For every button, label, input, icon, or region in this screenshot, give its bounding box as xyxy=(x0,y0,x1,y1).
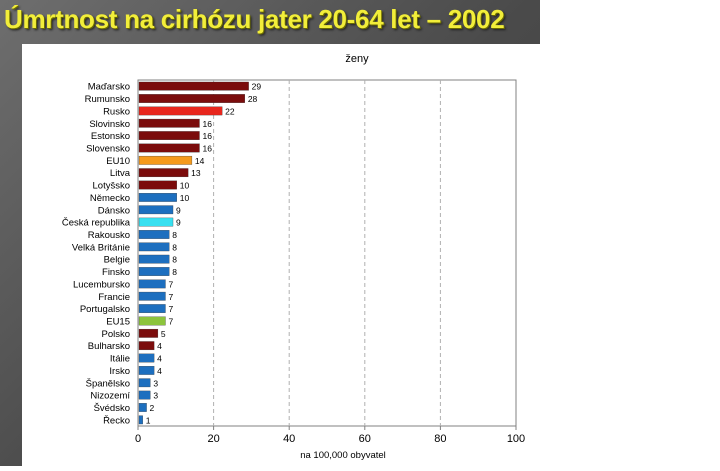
category-label: Portugalsko xyxy=(80,304,130,315)
data-label: 3 xyxy=(153,391,158,401)
bar xyxy=(138,403,147,412)
data-label: 4 xyxy=(157,354,162,364)
bar xyxy=(138,180,177,190)
category-label: Nizozemí xyxy=(90,391,130,402)
bar xyxy=(138,168,189,178)
slide-title: Úmrtnost na cirhózu jater 20-64 let – 20… xyxy=(4,4,505,34)
data-label: 5 xyxy=(161,329,166,339)
category-label: EU15 xyxy=(106,316,130,327)
data-label: 4 xyxy=(157,341,162,351)
bar xyxy=(138,94,245,103)
category-label: Rakousko xyxy=(88,230,130,241)
category-label: Lucembursko xyxy=(73,279,130,290)
plot-frame xyxy=(137,79,517,427)
category-label: Itálie xyxy=(110,354,130,365)
chart-title: ženy xyxy=(345,53,369,65)
bar xyxy=(138,291,166,301)
category-label: Slovinsko xyxy=(89,119,130,130)
bar xyxy=(138,390,151,400)
data-label: 7 xyxy=(168,279,173,289)
x-tick-label: 60 xyxy=(359,433,371,445)
bar xyxy=(138,328,159,338)
data-label: 8 xyxy=(172,267,177,277)
bar xyxy=(138,378,151,388)
bar xyxy=(138,242,170,252)
data-label: 16 xyxy=(202,143,212,153)
bar xyxy=(138,155,193,165)
bar xyxy=(138,267,170,276)
data-label: 22 xyxy=(225,106,235,116)
category-label: Finsko xyxy=(102,267,130,278)
category-label: Litva xyxy=(110,168,131,179)
category-label: Bulharsko xyxy=(88,341,130,352)
category-label: Maďarsko xyxy=(88,82,130,93)
category-label: Rumunsko xyxy=(85,94,130,105)
data-label: 3 xyxy=(153,378,158,388)
chart-area: ženy 0 20 40 60 80 100 Maďarsko 29 Rumunsko 28 Rusk… xyxy=(22,44,540,466)
category-label: Lotyšsko xyxy=(93,181,131,192)
data-label: 8 xyxy=(172,230,177,240)
data-label: 28 xyxy=(248,94,258,104)
x-tick-label: 0 xyxy=(135,433,141,445)
category-label: EU10 xyxy=(106,156,130,167)
bar xyxy=(138,118,200,128)
data-label: 16 xyxy=(202,119,212,129)
bar xyxy=(138,205,174,215)
slide-right-panel xyxy=(540,0,720,466)
category-label: Velká Británie xyxy=(72,242,130,253)
x-tick-label: 80 xyxy=(434,433,446,445)
data-label: 10 xyxy=(180,193,190,203)
data-label: 10 xyxy=(180,181,190,191)
data-label: 13 xyxy=(191,168,201,178)
category-label: Belgie xyxy=(104,255,130,266)
bar xyxy=(138,353,155,363)
bar xyxy=(138,304,166,313)
bar xyxy=(138,81,249,91)
category-label: Polsko xyxy=(101,329,130,340)
bar xyxy=(138,217,174,227)
data-label: 9 xyxy=(176,218,181,228)
category-label: Španělsko xyxy=(86,378,130,389)
category-label: Řecko xyxy=(103,415,130,426)
bar xyxy=(138,193,177,202)
category-label: Irsko xyxy=(109,366,130,377)
data-label: 9 xyxy=(176,205,181,215)
data-label: 29 xyxy=(252,82,262,92)
bar xyxy=(138,415,143,425)
data-label: 14 xyxy=(195,156,205,166)
data-label: 8 xyxy=(172,255,177,265)
bar xyxy=(138,341,155,351)
bar xyxy=(138,316,166,326)
data-label: 1 xyxy=(146,415,151,425)
data-label: 16 xyxy=(202,131,212,141)
category-label: Estonsko xyxy=(91,131,130,142)
bar xyxy=(138,254,170,264)
category-label: Švédsko xyxy=(94,403,130,414)
data-label: 2 xyxy=(150,403,155,413)
bar xyxy=(138,131,200,140)
category-label: Slovensko xyxy=(86,143,130,154)
x-axis-label: na 100,000 obyvatel xyxy=(300,450,386,461)
bar xyxy=(138,106,223,116)
x-tick-label: 100 xyxy=(507,433,525,445)
bar xyxy=(138,279,166,289)
bar xyxy=(138,230,170,239)
data-label: 7 xyxy=(168,292,173,302)
data-label: 7 xyxy=(168,316,173,326)
category-label: Dánsko xyxy=(98,205,130,216)
data-label: 7 xyxy=(168,304,173,314)
category-label: Česká republika xyxy=(62,218,131,229)
data-label: 4 xyxy=(157,366,162,376)
x-tick-label: 20 xyxy=(207,433,219,445)
data-label: 8 xyxy=(172,242,177,252)
category-label: Francie xyxy=(98,292,130,303)
category-label: Rusko xyxy=(103,106,130,117)
bar xyxy=(138,366,155,375)
bar xyxy=(138,143,200,153)
category-label: Německo xyxy=(90,193,130,204)
x-tick-label: 40 xyxy=(283,433,295,445)
